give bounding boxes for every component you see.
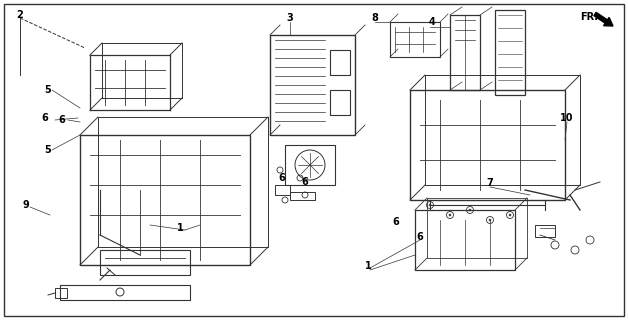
Text: 6: 6 (41, 113, 48, 123)
Text: 8: 8 (372, 13, 379, 23)
Bar (60, 285, 190, 300)
Text: 3: 3 (286, 13, 293, 23)
Bar (450, 15, 480, 90)
Bar (410, 90, 565, 200)
Circle shape (489, 219, 491, 221)
Text: 6: 6 (279, 173, 285, 183)
Bar (427, 198, 527, 258)
Text: 5: 5 (45, 145, 51, 155)
Text: 7: 7 (487, 178, 494, 188)
Text: 1: 1 (365, 261, 371, 271)
Text: 5: 5 (45, 85, 51, 95)
Bar (390, 22, 440, 57)
Bar (495, 10, 525, 95)
Text: 10: 10 (560, 113, 574, 123)
Bar (98, 117, 268, 247)
Circle shape (449, 214, 451, 216)
Bar (270, 35, 355, 135)
Bar (275, 185, 290, 195)
Bar (415, 210, 515, 270)
Text: 6: 6 (58, 115, 65, 125)
Circle shape (509, 214, 511, 216)
Bar (290, 192, 315, 200)
Text: 6: 6 (416, 232, 423, 242)
Bar (55, 288, 67, 298)
Text: 6: 6 (301, 177, 308, 187)
Circle shape (429, 204, 431, 206)
Text: 6: 6 (392, 217, 399, 227)
Text: 4: 4 (429, 17, 435, 27)
Bar (80, 135, 250, 265)
Text: FR.: FR. (580, 12, 598, 22)
Text: 1: 1 (176, 223, 183, 233)
FancyArrow shape (594, 12, 613, 26)
Bar (285, 145, 335, 185)
Text: 9: 9 (23, 200, 30, 210)
Bar (330, 90, 350, 115)
Bar (425, 75, 580, 185)
Bar (330, 50, 350, 75)
Bar (100, 250, 190, 275)
Bar (535, 225, 555, 237)
Circle shape (469, 209, 471, 211)
Text: 2: 2 (16, 10, 23, 20)
